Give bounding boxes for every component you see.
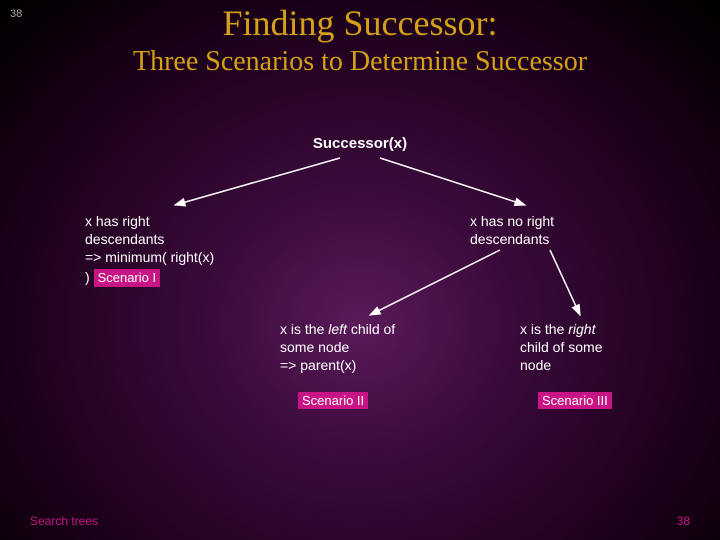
node-mid-italic: left	[328, 321, 347, 337]
node-mid-text1a: x is the	[280, 321, 328, 337]
node-mid-line3: => parent(x)	[280, 357, 356, 373]
footer-right: 38	[677, 514, 690, 528]
node-left-line1: x has right	[85, 213, 150, 229]
node-left-line4: )	[85, 269, 90, 285]
scenario-1-badge: Scenario I	[94, 269, 161, 288]
slide-title: Finding Successor:	[0, 0, 720, 44]
node-left-line2: descendants	[85, 231, 164, 247]
node-right-line1: x has no right	[470, 213, 554, 229]
node-rr-line2: child of some	[520, 339, 602, 355]
node-mid: x is the left child of some node => pare…	[280, 320, 445, 375]
node-rr-text1a: x is the	[520, 321, 568, 337]
node-left: x has right descendants => minimum( righ…	[85, 212, 260, 287]
node-rr-line3: node	[520, 357, 551, 373]
node-right: x has no right descendants	[470, 212, 630, 248]
footer-left: Search trees	[30, 514, 98, 528]
node-rr: x is the right child of some node	[520, 320, 670, 375]
node-mid-text1c: child of	[347, 321, 395, 337]
slide-number-top: 38	[10, 8, 22, 20]
scenario-2-badge: Scenario II	[298, 392, 368, 409]
node-rr-italic: right	[568, 321, 595, 337]
node-left-line3: => minimum( right(x)	[85, 249, 214, 265]
slide-subtitle: Three Scenarios to Determine Successor	[0, 46, 720, 78]
node-mid-line2: some node	[280, 339, 349, 355]
scenario-3-badge: Scenario III	[538, 392, 612, 409]
node-right-line2: descendants	[470, 231, 549, 247]
tree-root: Successor(x)	[313, 135, 407, 152]
